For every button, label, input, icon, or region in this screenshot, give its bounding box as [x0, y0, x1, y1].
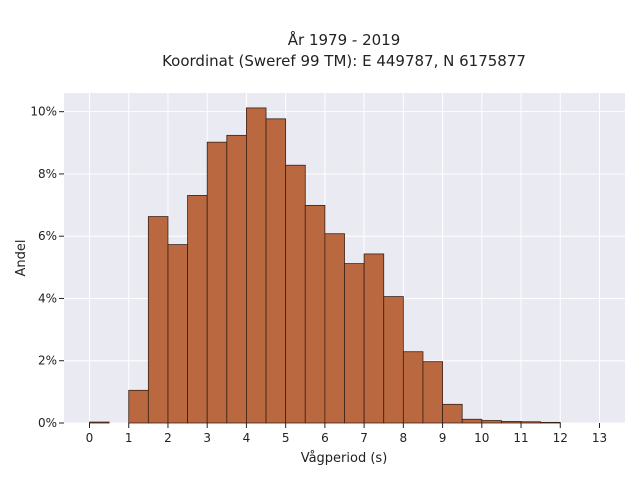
- x-tick-label: 4: [243, 431, 251, 445]
- histogram-bar: [422, 361, 443, 424]
- histogram-bar: [481, 420, 502, 424]
- y-tick-label: 4%: [38, 291, 57, 305]
- x-tick-label: 13: [592, 431, 607, 445]
- x-tick-label: 8: [400, 431, 408, 445]
- x-tick-label: 7: [360, 431, 368, 445]
- x-tick-label: 0: [86, 431, 94, 445]
- x-tick-label: 11: [513, 431, 528, 445]
- chart-title-line-2: Koordinat (Sweref 99 TM): E 449787, N 61…: [162, 52, 526, 70]
- x-tick-label: 12: [553, 431, 568, 445]
- chart-title-line-1: År 1979 - 2019: [288, 30, 401, 49]
- histogram-bar: [461, 418, 483, 424]
- y-axis-ticks: 0% 2% 4% 6% 8% 10%: [30, 105, 64, 430]
- histogram-bar: [442, 403, 463, 424]
- x-tick-label: 1: [125, 431, 133, 445]
- histogram-bar: [226, 134, 247, 424]
- y-tick-label: 0%: [38, 416, 57, 430]
- histogram-bar: [206, 141, 228, 424]
- histogram-bar: [147, 216, 169, 424]
- x-tick-label: 3: [203, 431, 211, 445]
- y-axis-label: Andel: [14, 240, 29, 277]
- histogram-bar: [285, 164, 306, 424]
- histogram-bar: [89, 421, 110, 424]
- histogram-bar: [324, 233, 345, 424]
- x-tick-label: 6: [321, 431, 329, 445]
- histogram-bar: [167, 244, 188, 424]
- histogram-bar: [187, 195, 208, 424]
- x-tick-label: 5: [282, 431, 290, 445]
- histogram-bar: [383, 296, 404, 424]
- histogram-bar: [402, 351, 424, 424]
- x-tick-label: 9: [439, 431, 447, 445]
- histogram-bar: [363, 253, 385, 424]
- y-tick-label: 10%: [30, 105, 57, 119]
- x-tick-label: 10: [474, 431, 489, 445]
- histogram-bars: [89, 107, 561, 424]
- x-tick-label: 2: [164, 431, 172, 445]
- y-tick-label: 2%: [38, 354, 57, 368]
- histogram-bar: [501, 421, 522, 424]
- histogram-bar: [540, 421, 561, 424]
- x-axis-label: Vågperiod (s): [301, 451, 388, 466]
- histogram-bar: [344, 263, 365, 424]
- histogram-bar: [520, 421, 542, 424]
- histogram-bar: [246, 107, 267, 424]
- histogram-bar: [128, 389, 149, 424]
- y-tick-label: 8%: [38, 167, 57, 181]
- y-tick-label: 6%: [38, 229, 57, 243]
- histogram-bar: [265, 118, 287, 424]
- x-axis-ticks: 0 1 2 3 4 5 6 7 8 9 10 11 12 13: [86, 423, 607, 445]
- histogram-bar: [304, 204, 326, 424]
